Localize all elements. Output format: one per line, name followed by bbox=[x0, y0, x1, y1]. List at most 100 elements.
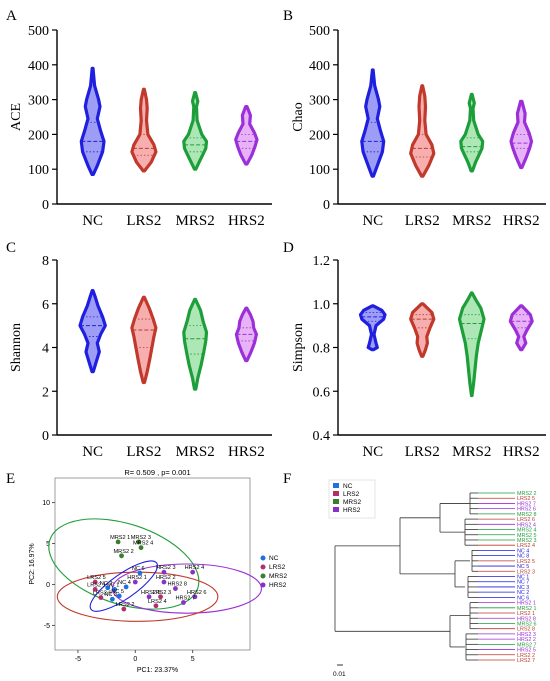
point-label: HRS2 4 bbox=[185, 565, 205, 571]
y-tick-label: 500 bbox=[28, 24, 49, 39]
violin-panel-b: 0 100 200 300 400 500 Chao NC LRS2 MRS2 HRS2 bbox=[291, 24, 546, 229]
leaf-label: LRS2 5 bbox=[517, 496, 535, 502]
violin-panel-a: 0 100 200 300 400 500 ACE NC LRS2 MRS2 HRS2 bbox=[9, 24, 272, 229]
scatter-point bbox=[146, 594, 152, 600]
y-tick-label: 200 bbox=[309, 128, 330, 143]
scatter-point bbox=[92, 586, 98, 592]
legend-label-nc: NC bbox=[343, 483, 353, 490]
point-label: NC 4 bbox=[118, 580, 131, 586]
y-tick-label: -5 bbox=[44, 623, 50, 630]
y-tick-label: 4 bbox=[42, 342, 49, 357]
y-tick-label: 100 bbox=[309, 163, 330, 178]
scatter-point bbox=[161, 569, 167, 575]
violin-mrs2 bbox=[182, 297, 209, 391]
x-axis-label: PC1: 23.37% bbox=[137, 667, 178, 674]
x-tick-label: MRS2 bbox=[452, 213, 491, 229]
x-tick-label: NC bbox=[82, 444, 103, 460]
y-tick-label: 0 bbox=[42, 429, 49, 444]
legend-label-nc: NC bbox=[269, 555, 279, 562]
leaf-label: MRS2 2 bbox=[517, 491, 536, 497]
leaf-label: MRS2 1 bbox=[517, 606, 536, 612]
legend-marker-lrs2 bbox=[260, 564, 266, 570]
y-tick-label: 500 bbox=[309, 24, 330, 39]
x-tick-label: MRS2 bbox=[176, 213, 215, 229]
y-axis-label: PC2: 16.97% bbox=[29, 543, 36, 584]
x-tick-label: LRS2 bbox=[126, 444, 161, 460]
violin-nc bbox=[79, 66, 106, 176]
point-label: HRS2 1 bbox=[127, 575, 147, 581]
leaf-label: HRS2 5 bbox=[517, 648, 536, 654]
legend-label-lrs2: LRS2 bbox=[343, 491, 360, 498]
legend-label-mrs2: MRS2 bbox=[343, 499, 361, 506]
y-tick-label: 10 bbox=[42, 500, 50, 507]
legend-swatch-nc bbox=[333, 483, 339, 488]
violin-mrs2 bbox=[459, 92, 485, 173]
violin-lrs2 bbox=[130, 295, 158, 385]
violin-lrs2 bbox=[409, 84, 436, 178]
leaf-label: MRS2 5 bbox=[517, 533, 536, 539]
leaf-label: MRS2 4 bbox=[517, 528, 536, 534]
point-label: NC 3 bbox=[104, 592, 117, 598]
leaf-label: MRS2 6 bbox=[517, 621, 536, 627]
violin-nc bbox=[358, 304, 387, 352]
y-axis-label: ACE bbox=[9, 103, 24, 131]
y-tick-label: 0 bbox=[46, 582, 50, 589]
violin-mrs2 bbox=[182, 91, 209, 171]
legend-label-lrs2: LRS2 bbox=[269, 564, 286, 571]
x-tick-label: -5 bbox=[75, 656, 81, 663]
leaf-label: HRS2 6 bbox=[517, 507, 536, 513]
violin-lrs2 bbox=[130, 87, 158, 173]
y-tick-label: 200 bbox=[28, 128, 49, 143]
leaf-label: NC 8 bbox=[517, 554, 529, 560]
leaf-label: LRS2 3 bbox=[517, 569, 535, 575]
x-tick-label: HRS2 bbox=[503, 444, 540, 460]
leaf-label: NC 3 bbox=[517, 585, 529, 591]
scatter-point bbox=[115, 539, 121, 545]
legend-swatch-mrs2 bbox=[333, 499, 339, 504]
leaf-label: NC 5 bbox=[517, 564, 529, 570]
panel-label-e: E bbox=[6, 471, 15, 487]
point-label: LRS2 6 bbox=[93, 591, 112, 597]
point-label: LRS2 1 bbox=[87, 582, 106, 588]
y-tick-label: 8 bbox=[42, 254, 49, 269]
scatter-point bbox=[138, 545, 144, 551]
leaf-label: NC 6 bbox=[517, 595, 529, 601]
legend-label-hrs2: HRS2 bbox=[269, 582, 287, 589]
y-tick-label: 400 bbox=[309, 59, 330, 74]
y-tick-label: 0 bbox=[323, 198, 330, 213]
pcoa-panel: -5 0 5 -5 0 5 10 R= 0.509 , p= 0.001 PC1: 23.37%… bbox=[29, 468, 287, 674]
panel-label-f: F bbox=[283, 471, 291, 487]
legend-swatch-hrs2 bbox=[333, 507, 339, 512]
leaf-label: LRS2 2 bbox=[517, 653, 535, 659]
y-tick-label: 0.8 bbox=[313, 342, 331, 357]
y-tick-label: 300 bbox=[309, 94, 330, 109]
scatter-point bbox=[137, 570, 143, 576]
point-label: LRS2 3 bbox=[153, 590, 172, 596]
panel-label-b: B bbox=[283, 8, 293, 24]
stat-annotation: R= 0.509 , p= 0.001 bbox=[124, 468, 190, 477]
point-label: HRS2 8 bbox=[167, 582, 187, 588]
y-axis-label: Chao bbox=[291, 102, 306, 132]
y-tick-label: 0 bbox=[42, 198, 49, 213]
leaf-label: MRS2 7 bbox=[517, 642, 536, 648]
confidence-ellipse-nc bbox=[89, 560, 159, 612]
leaf-label: LRS2 4 bbox=[517, 543, 535, 549]
x-tick-label: MRS2 bbox=[176, 444, 215, 460]
violin-panel-c: 0 2 4 6 8 Shannon NC LRS2 MRS2 HRS2 bbox=[9, 254, 272, 460]
x-tick-label: NC bbox=[362, 444, 383, 460]
point-label: MRS2 4 bbox=[133, 541, 153, 547]
x-tick-label: HRS2 bbox=[228, 213, 265, 229]
violin-nc bbox=[78, 289, 107, 374]
scatter-point bbox=[181, 600, 186, 605]
point-label: NC 2 bbox=[100, 581, 113, 587]
y-tick-label: 6 bbox=[42, 298, 49, 313]
leaf-label: LRS2 6 bbox=[517, 517, 535, 523]
scatter-point bbox=[116, 593, 122, 599]
violin-mrs2 bbox=[457, 291, 486, 398]
x-tick-label: 5 bbox=[191, 656, 195, 663]
point-label: LRS2 5 bbox=[87, 575, 106, 581]
leaf-label: NC 1 bbox=[517, 575, 529, 581]
confidence-ellipse-lrs2 bbox=[56, 571, 219, 622]
scatter-point bbox=[158, 594, 163, 600]
